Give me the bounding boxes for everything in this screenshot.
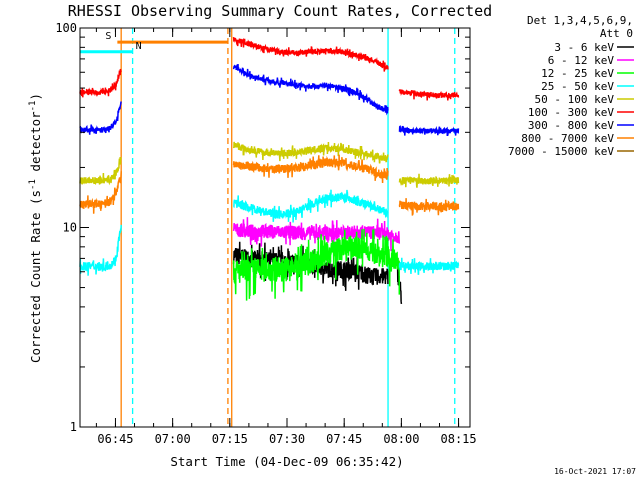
legend-header-line1: Det 1,3,4,5,6,9, bbox=[527, 14, 633, 27]
series-6-segment-2 bbox=[398, 124, 460, 137]
y-axis-label-sup1: -1 bbox=[28, 179, 38, 190]
x-tick-label-2: 07:15 bbox=[212, 432, 248, 446]
y-axis-label-prefix: Corrected Count Rate (s bbox=[28, 190, 43, 363]
y-axis-label-mid: detector bbox=[28, 111, 43, 179]
attenuator-flags: SN bbox=[80, 31, 228, 54]
y-axis-label-suffix: ) bbox=[28, 93, 43, 101]
x-tick-label-0: 06:45 bbox=[97, 432, 133, 446]
series-4-segment-1 bbox=[232, 141, 389, 164]
y-axis-label: Corrected Count Rate (s-1 detector-1) bbox=[28, 93, 43, 363]
series-1-segment-0 bbox=[232, 217, 401, 252]
x-axis-label: Start Time (04-Dec-09 06:35:42) bbox=[170, 454, 403, 469]
legend-label-8: 7000 - 15000 keV bbox=[508, 145, 614, 158]
y-axis: 1 10 100 bbox=[55, 21, 470, 434]
x-tick-label-5: 08:00 bbox=[383, 432, 419, 446]
timestamp: 16-Oct-2021 17:07 bbox=[554, 467, 636, 476]
flag-label-0: S bbox=[105, 31, 111, 42]
legend-label-4: 50 - 100 keV bbox=[535, 93, 615, 106]
series-7-segment-0 bbox=[79, 171, 122, 214]
x-tick-label-3: 07:30 bbox=[269, 432, 305, 446]
y-tick-label-2: 100 bbox=[55, 21, 77, 35]
legend-header-line2: Att 0 bbox=[600, 27, 633, 40]
series-2-segment-0 bbox=[232, 228, 401, 301]
x-tick-label-1: 07:00 bbox=[155, 432, 191, 446]
series-5-segment-2 bbox=[398, 89, 460, 101]
legend-label-0: 3 - 6 keV bbox=[554, 41, 614, 54]
x-tick-label-4: 07:45 bbox=[326, 432, 362, 446]
legend-label-3: 25 - 50 keV bbox=[541, 80, 614, 93]
series-3-segment-2 bbox=[398, 257, 460, 275]
x-tick-label-6: 08:15 bbox=[441, 432, 477, 446]
series-6-segment-1 bbox=[232, 63, 389, 116]
x-axis: 06:45 07:00 07:15 07:30 07:45 08:00 08:15 bbox=[95, 28, 477, 446]
y-tick-label-1: 10 bbox=[63, 221, 77, 235]
series-4-segment-0 bbox=[79, 156, 122, 186]
series-3-segment-1 bbox=[233, 189, 389, 223]
chart-title: RHESSI Observing Summary Count Rates, Co… bbox=[68, 2, 492, 20]
legend-label-6: 300 - 800 keV bbox=[528, 119, 614, 132]
series-7-segment-2 bbox=[398, 198, 460, 216]
legend-label-1: 6 - 12 keV bbox=[548, 54, 615, 67]
series-layer bbox=[79, 37, 460, 304]
legend-label-2: 12 - 25 keV bbox=[541, 67, 614, 80]
y-axis-label-sup2: -1 bbox=[28, 101, 38, 112]
legend-label-5: 100 - 300 keV bbox=[528, 106, 614, 119]
legend-label-7: 800 - 7000 keV bbox=[521, 132, 614, 145]
series-3-segment-0 bbox=[79, 224, 122, 276]
series-4-segment-2 bbox=[398, 173, 460, 188]
series-6-segment-0 bbox=[79, 101, 122, 135]
series-5-segment-1 bbox=[232, 37, 389, 72]
series-7-segment-1 bbox=[232, 154, 389, 184]
flag-label-1: N bbox=[136, 41, 142, 52]
series-5-segment-0 bbox=[79, 68, 122, 98]
y-tick-label-0: 1 bbox=[70, 420, 77, 434]
